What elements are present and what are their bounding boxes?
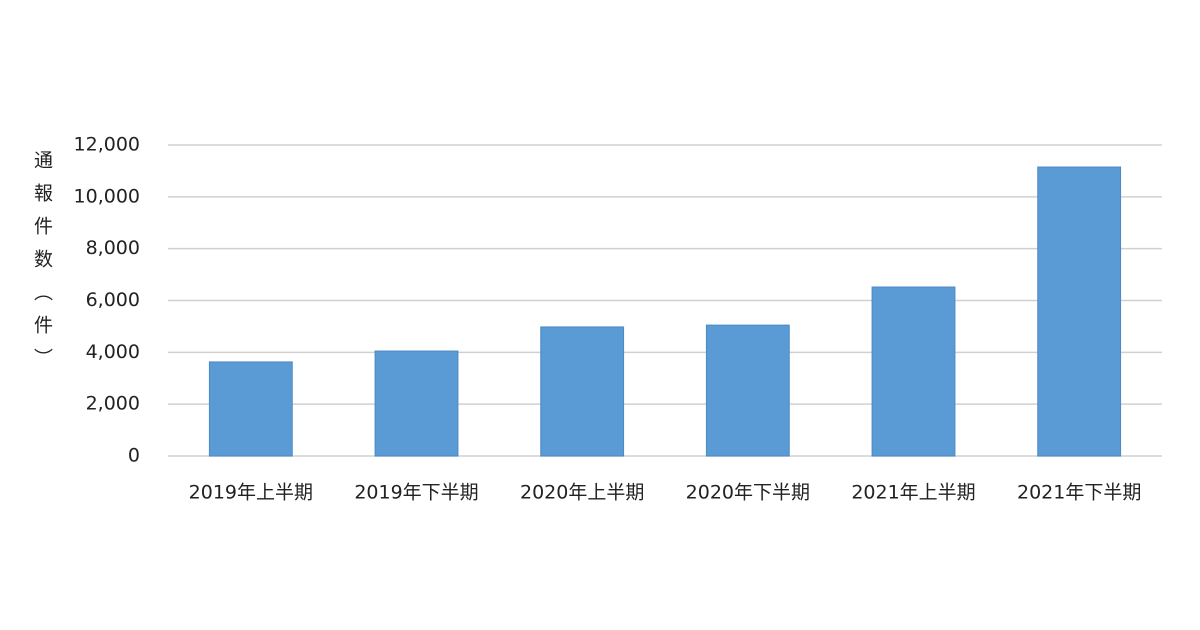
y-tick-label: 12,000 — [74, 134, 140, 156]
bar — [705, 324, 790, 457]
x-tick-label: 2021年下半期 — [1017, 482, 1141, 504]
y-axis-label: 通報件数（件） — [31, 150, 53, 381]
y-tick-label: 10,000 — [74, 185, 140, 207]
bar — [871, 286, 956, 457]
y-tick-label: 4,000 — [86, 341, 140, 363]
x-tick-label: 2019年下半期 — [354, 482, 478, 504]
x-tick-label: 2020年下半期 — [686, 482, 810, 504]
y-tick-label: 2,000 — [86, 393, 140, 415]
y-tick-label: 8,000 — [86, 237, 140, 259]
y-tick-label: 0 — [128, 445, 140, 467]
bar — [208, 361, 293, 457]
x-tick-label: 2019年上半期 — [189, 482, 313, 504]
x-tick-label: 2020年上半期 — [520, 482, 644, 504]
bar — [374, 350, 459, 457]
y-tick-label: 6,000 — [86, 289, 140, 311]
bar — [1037, 166, 1122, 457]
bar — [540, 326, 625, 457]
x-tick-label: 2021年上半期 — [851, 482, 975, 504]
